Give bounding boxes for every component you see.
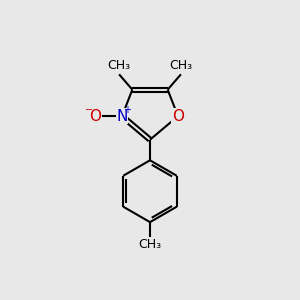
Text: −: − — [85, 105, 93, 115]
Text: N: N — [116, 109, 128, 124]
Text: CH₃: CH₃ — [169, 59, 193, 72]
Text: O: O — [172, 109, 184, 124]
Text: CH₃: CH₃ — [138, 238, 162, 251]
Text: O: O — [89, 109, 101, 124]
Text: +: + — [123, 105, 131, 115]
Text: CH₃: CH₃ — [107, 59, 130, 72]
